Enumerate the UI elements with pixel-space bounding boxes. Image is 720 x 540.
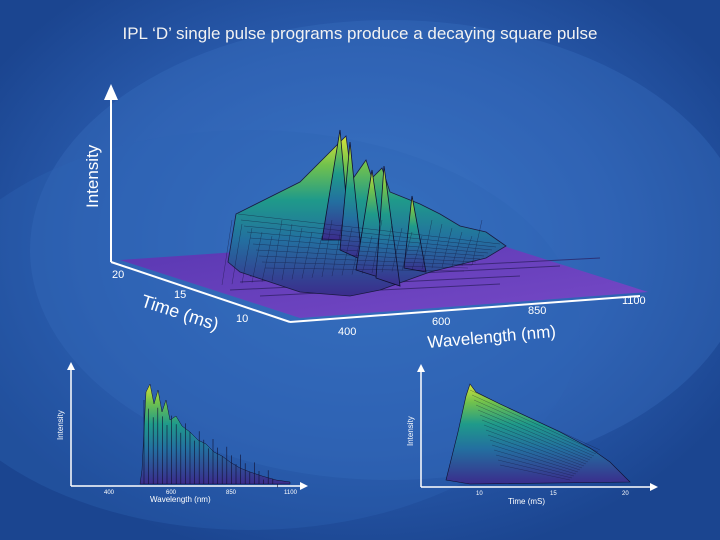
mesh-line xyxy=(341,227,353,276)
peak-4 xyxy=(375,165,401,287)
time-axis xyxy=(110,261,291,323)
mesh-line xyxy=(497,459,573,479)
mesh-line xyxy=(271,219,283,282)
time-tick: 10 xyxy=(236,313,248,325)
mesh-line xyxy=(371,219,383,274)
mesh-line xyxy=(281,223,293,281)
time-decay-area xyxy=(445,383,631,485)
mesh-line xyxy=(493,449,577,475)
time-y-label: Intensity xyxy=(406,416,415,446)
slide-title: IPL ‘D’ single pulse programs produce a … xyxy=(122,24,598,43)
mesh-line xyxy=(495,454,575,477)
intensity-axis-arrow xyxy=(104,84,118,100)
wavelength-tick: 600 xyxy=(432,316,450,328)
mesh-line xyxy=(391,227,403,272)
mesh-line xyxy=(489,439,581,471)
mesh-line xyxy=(252,243,481,260)
mesh-line xyxy=(240,219,497,248)
time-x-tick: 10 xyxy=(476,491,483,497)
mesh-line xyxy=(485,429,585,467)
mesh-line xyxy=(483,424,587,465)
mesh-line xyxy=(301,231,313,279)
wl-x-tick: 1100 xyxy=(284,490,298,496)
peak-5 xyxy=(403,195,427,273)
wavelength-axis xyxy=(289,295,641,323)
mesh-line xyxy=(241,227,253,284)
wl-y-label: Intensity xyxy=(56,410,65,440)
wl-x-tick: 400 xyxy=(104,490,115,496)
mesh-line xyxy=(231,223,243,285)
wavelength-tick: 400 xyxy=(338,326,356,338)
wl-x-tick: 600 xyxy=(166,490,177,496)
time-x-tick: 20 xyxy=(622,491,629,497)
time-tick: 20 xyxy=(112,269,124,281)
mesh-line xyxy=(381,223,393,273)
mesh-line xyxy=(243,225,493,251)
mesh-line xyxy=(246,231,489,254)
mesh-line xyxy=(481,419,589,463)
time-x-axis-arrow xyxy=(650,483,658,491)
mesh-line xyxy=(491,444,579,473)
mesh-line xyxy=(311,235,323,278)
time-x-label: Time (mS) xyxy=(508,497,545,506)
mesh-line xyxy=(499,464,571,481)
mesh-line xyxy=(401,231,413,271)
mesh-line xyxy=(361,235,373,274)
mesh-line xyxy=(264,267,465,272)
wl-spectrum-area xyxy=(139,383,291,485)
mesh-line xyxy=(461,235,473,266)
mesh-line xyxy=(251,231,263,283)
surface-mesh xyxy=(221,213,501,286)
mesh-line xyxy=(473,399,597,455)
mesh-line xyxy=(469,389,601,451)
mesh-line xyxy=(255,249,477,263)
mesh-line xyxy=(331,223,343,277)
mesh-line xyxy=(421,219,433,270)
mesh-line xyxy=(441,227,453,268)
mesh-line xyxy=(479,414,591,461)
mesh-line xyxy=(261,261,469,269)
wl-spikes xyxy=(143,400,278,488)
mesh-line xyxy=(258,255,473,266)
mesh-line xyxy=(477,409,593,459)
mesh-line xyxy=(221,219,233,286)
time-x-tick: 15 xyxy=(550,491,557,497)
mesh-line xyxy=(249,237,485,257)
mesh-line xyxy=(471,219,483,266)
mesh-line xyxy=(261,235,273,282)
mesh-line xyxy=(411,235,423,270)
wl-y-axis-arrow xyxy=(67,362,75,370)
wl-x-axis-arrow xyxy=(300,482,308,490)
wavelength-tick: 850 xyxy=(528,305,546,317)
wl-x-label: Wavelength (nm) xyxy=(150,495,211,504)
mesh-line xyxy=(351,231,363,275)
intensity-axis-label: Intensity xyxy=(83,144,102,208)
wl-x-tick: 850 xyxy=(226,490,237,496)
mesh-line xyxy=(431,223,443,269)
time-tick: 15 xyxy=(174,289,186,301)
mesh-line xyxy=(475,404,595,457)
mesh-line xyxy=(471,394,599,453)
mesh-line xyxy=(237,213,501,245)
time-mesh xyxy=(469,389,601,481)
time-y-axis-arrow xyxy=(417,364,425,372)
wavelength-tick: 1100 xyxy=(622,295,646,307)
mesh-line xyxy=(487,434,583,469)
